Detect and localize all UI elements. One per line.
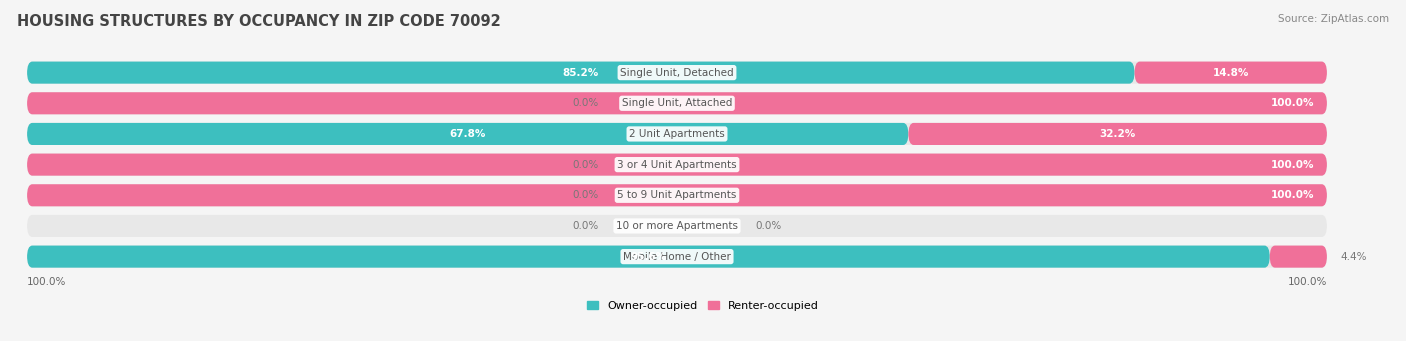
FancyBboxPatch shape [27,92,1327,114]
Text: 100.0%: 100.0% [1271,160,1315,169]
FancyBboxPatch shape [27,123,1327,145]
Text: HOUSING STRUCTURES BY OCCUPANCY IN ZIP CODE 70092: HOUSING STRUCTURES BY OCCUPANCY IN ZIP C… [17,14,501,29]
Text: 0.0%: 0.0% [572,98,599,108]
Text: 3 or 4 Unit Apartments: 3 or 4 Unit Apartments [617,160,737,169]
Text: 0.0%: 0.0% [755,221,782,231]
FancyBboxPatch shape [27,62,1327,84]
FancyBboxPatch shape [27,246,1327,268]
FancyBboxPatch shape [908,123,1327,145]
FancyBboxPatch shape [27,184,1327,206]
Text: 100.0%: 100.0% [27,278,66,287]
FancyBboxPatch shape [1135,62,1327,84]
FancyBboxPatch shape [27,184,1327,206]
Text: Mobile Home / Other: Mobile Home / Other [623,252,731,262]
Text: 67.8%: 67.8% [450,129,486,139]
Text: 0.0%: 0.0% [572,221,599,231]
Text: 85.2%: 85.2% [562,68,599,78]
FancyBboxPatch shape [27,62,1135,84]
Text: 100.0%: 100.0% [1271,98,1315,108]
Text: 100.0%: 100.0% [1288,278,1327,287]
Text: 0.0%: 0.0% [572,190,599,200]
Text: 32.2%: 32.2% [1099,129,1136,139]
FancyBboxPatch shape [27,153,1327,176]
FancyBboxPatch shape [27,215,1327,237]
Text: Source: ZipAtlas.com: Source: ZipAtlas.com [1278,14,1389,24]
Text: 5 to 9 Unit Apartments: 5 to 9 Unit Apartments [617,190,737,200]
FancyBboxPatch shape [27,123,908,145]
Text: 95.6%: 95.6% [630,252,666,262]
FancyBboxPatch shape [27,92,1327,114]
Text: Single Unit, Detached: Single Unit, Detached [620,68,734,78]
Text: 10 or more Apartments: 10 or more Apartments [616,221,738,231]
Text: 100.0%: 100.0% [1271,190,1315,200]
FancyBboxPatch shape [1270,246,1327,268]
Text: Single Unit, Attached: Single Unit, Attached [621,98,733,108]
Text: 2 Unit Apartments: 2 Unit Apartments [628,129,725,139]
FancyBboxPatch shape [27,246,1270,268]
Text: 14.8%: 14.8% [1212,68,1249,78]
FancyBboxPatch shape [27,153,1327,176]
Text: 4.4%: 4.4% [1340,252,1367,262]
Text: 0.0%: 0.0% [572,160,599,169]
Legend: Owner-occupied, Renter-occupied: Owner-occupied, Renter-occupied [582,296,824,315]
